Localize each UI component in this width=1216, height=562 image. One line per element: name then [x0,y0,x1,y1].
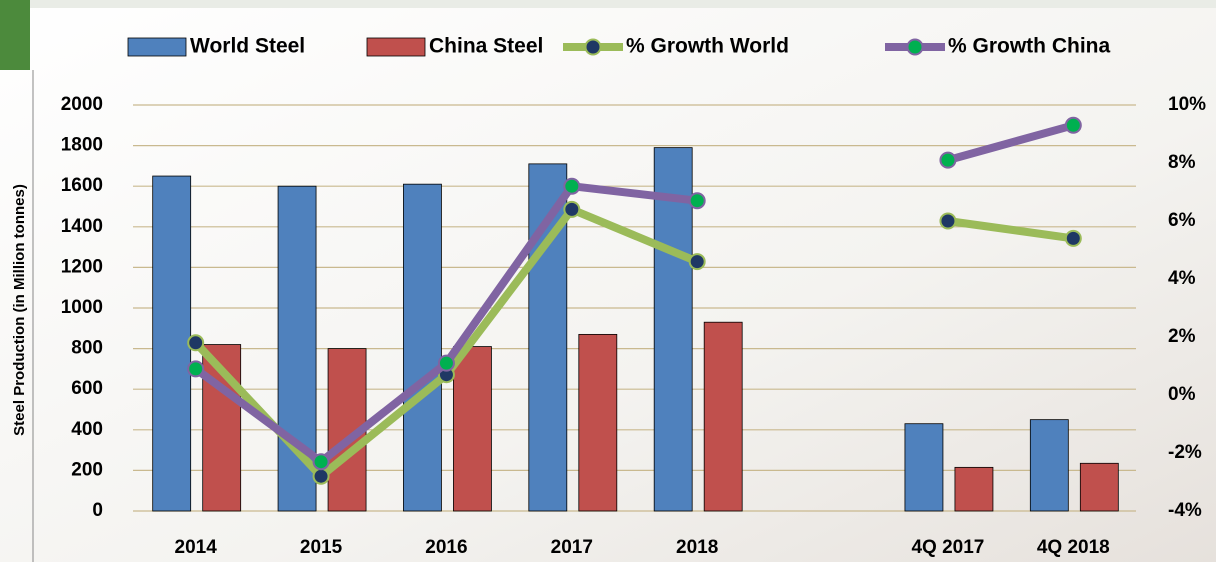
y-tick-label: 200 [71,459,103,480]
x-tick-label: 4Q 2018 [1037,537,1110,558]
bar [152,175,192,512]
y2-tick-label: 8% [1168,152,1196,173]
x-tick-label: 2016 [425,537,467,558]
marker [312,453,330,471]
legend-swatch [127,37,187,57]
y2-tick-label: 6% [1168,210,1196,231]
marker [688,253,706,271]
marker [688,192,706,210]
y2-tick-label: -2% [1168,442,1202,463]
y-tick-label: 400 [71,419,103,440]
y2-tick-label: 4% [1168,268,1196,289]
y2-tick-label: 0% [1168,384,1196,405]
marker [312,467,330,485]
bar [703,321,743,512]
marker [1064,116,1082,134]
marker [563,200,581,218]
bar [653,147,693,512]
bar [904,423,944,512]
legend-marker [584,38,602,56]
marker [1064,229,1082,247]
bar [1029,419,1069,512]
bar [954,466,994,512]
bar [403,183,442,512]
legend-label: World Steel [190,35,305,58]
legend-label: China Steel [429,35,543,58]
legend-label: % Growth China [948,35,1110,58]
y-tick-label: 1800 [61,135,103,156]
marker [187,360,205,378]
y-tick-label: 1400 [61,216,103,237]
x-tick-label: 2018 [676,537,718,558]
legend-marker [906,38,924,56]
y2-tick-label: 2% [1168,326,1196,347]
marker [563,177,581,195]
y-tick-label: 1200 [61,256,103,277]
bar [1079,462,1119,512]
y-tick-label: 2000 [61,94,103,115]
y-tick-label: 600 [71,378,103,399]
legend-swatch [366,37,426,57]
x-tick-label: 4Q 2017 [911,537,984,558]
y-tick-label: 800 [71,338,103,359]
top-band [0,0,1216,8]
y-axis-title: Steel Production (in Million tonnes) [11,184,28,436]
y2-tick-label: 10% [1168,94,1206,115]
legend-label: % Growth World [626,35,789,58]
marker [187,334,205,352]
green-tab [0,0,30,70]
y2-tick-label: -4% [1168,500,1202,521]
marker [437,354,455,372]
bar [578,333,618,512]
bar [453,346,492,512]
marker [939,151,957,169]
y-tick-label: 0 [92,500,103,521]
x-tick-label: 2017 [551,537,593,558]
y-tick-label: 1000 [61,297,103,318]
marker [939,212,957,230]
x-tick-label: 2015 [300,537,343,558]
y-tick-label: 1600 [61,175,103,196]
x-tick-label: 2014 [175,537,218,558]
